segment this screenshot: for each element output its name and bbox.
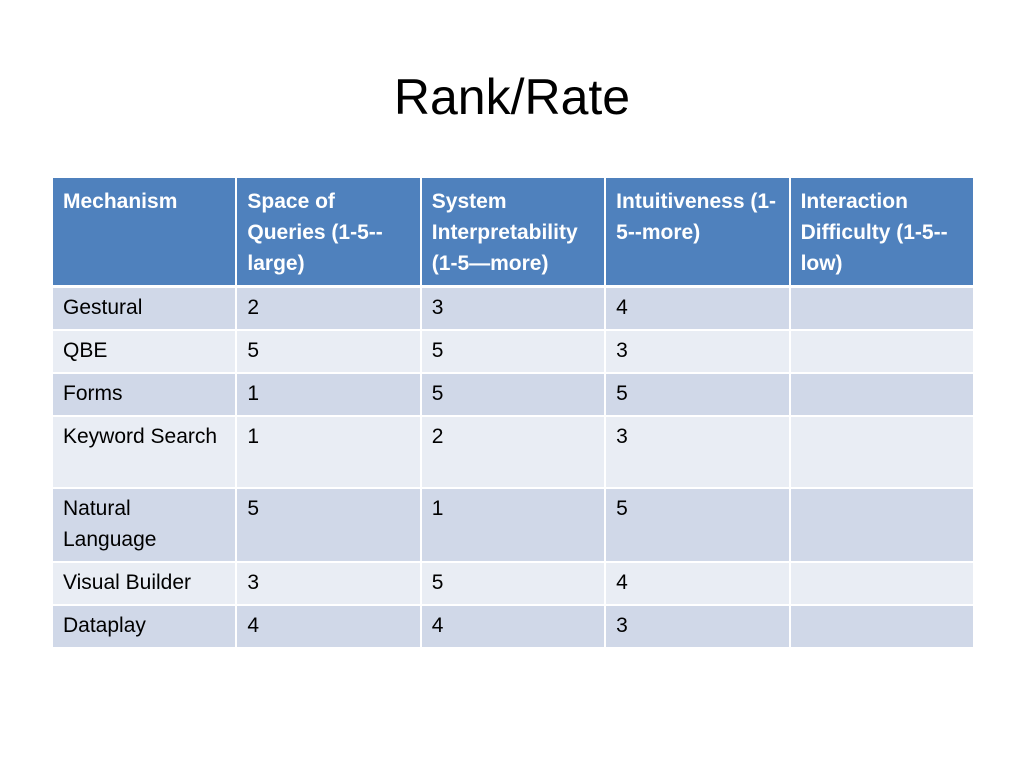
table-row: QBE 5 5 3 (50, 329, 975, 374)
table-row: Forms 1 5 5 (50, 372, 975, 417)
cell-space-of-queries: 1 (235, 372, 422, 417)
table-row: Gestural 2 3 4 (50, 285, 975, 331)
cell-mechanism: Dataplay (50, 604, 238, 649)
header-system-interpretability: System Interpretability (1-5—more) (419, 178, 607, 288)
slide-title: Rank/Rate (393, 69, 631, 125)
cell-interaction-difficulty (788, 604, 975, 649)
header-intuitiveness: Intuitiveness (1-5--more) (604, 178, 791, 288)
cell-mechanism: Gestural (50, 285, 238, 331)
cell-interaction-difficulty (788, 415, 975, 489)
cell-system-interpretability: 5 (419, 329, 607, 374)
cell-mechanism: Keyword Search (50, 415, 238, 489)
cell-interaction-difficulty (788, 285, 975, 331)
cell-intuitiveness: 3 (604, 329, 791, 374)
cell-intuitiveness: 4 (604, 561, 791, 606)
table-row: Visual Builder 3 5 4 (50, 561, 975, 606)
cell-interaction-difficulty (788, 329, 975, 374)
cell-intuitiveness: 3 (604, 604, 791, 649)
cell-space-of-queries: 4 (235, 604, 422, 649)
cell-system-interpretability: 5 (419, 372, 607, 417)
table-header-row: Mechanism Space of Queries (1-5--large) … (50, 178, 975, 288)
cell-system-interpretability: 2 (419, 415, 607, 489)
table-row: Natural Language 5 1 5 (50, 487, 975, 563)
cell-system-interpretability: 1 (419, 487, 607, 563)
table-row: Dataplay 4 4 3 (50, 604, 975, 649)
cell-intuitiveness: 5 (604, 372, 791, 417)
cell-space-of-queries: 1 (235, 415, 422, 489)
cell-mechanism: Natural Language (50, 487, 238, 563)
cell-space-of-queries: 3 (235, 561, 422, 606)
cell-mechanism: QBE (50, 329, 238, 374)
cell-mechanism: Forms (50, 372, 238, 417)
header-interaction-difficulty: Interaction Difficulty (1-5--low) (788, 178, 975, 288)
table-row: Keyword Search 1 2 3 (50, 415, 975, 489)
cell-intuitiveness: 4 (604, 285, 791, 331)
header-space-of-queries: Space of Queries (1-5--large) (235, 178, 422, 288)
cell-system-interpretability: 5 (419, 561, 607, 606)
cell-system-interpretability: 4 (419, 604, 607, 649)
cell-mechanism: Visual Builder (50, 561, 238, 606)
cell-space-of-queries: 5 (235, 329, 422, 374)
header-mechanism: Mechanism (50, 178, 238, 288)
cell-intuitiveness: 3 (604, 415, 791, 489)
rank-rate-table: Mechanism Space of Queries (1-5--large) … (50, 178, 975, 649)
cell-system-interpretability: 3 (419, 285, 607, 331)
cell-space-of-queries: 5 (235, 487, 422, 563)
cell-interaction-difficulty (788, 487, 975, 563)
cell-intuitiveness: 5 (604, 487, 791, 563)
cell-interaction-difficulty (788, 561, 975, 606)
cell-space-of-queries: 2 (235, 285, 422, 331)
cell-interaction-difficulty (788, 372, 975, 417)
